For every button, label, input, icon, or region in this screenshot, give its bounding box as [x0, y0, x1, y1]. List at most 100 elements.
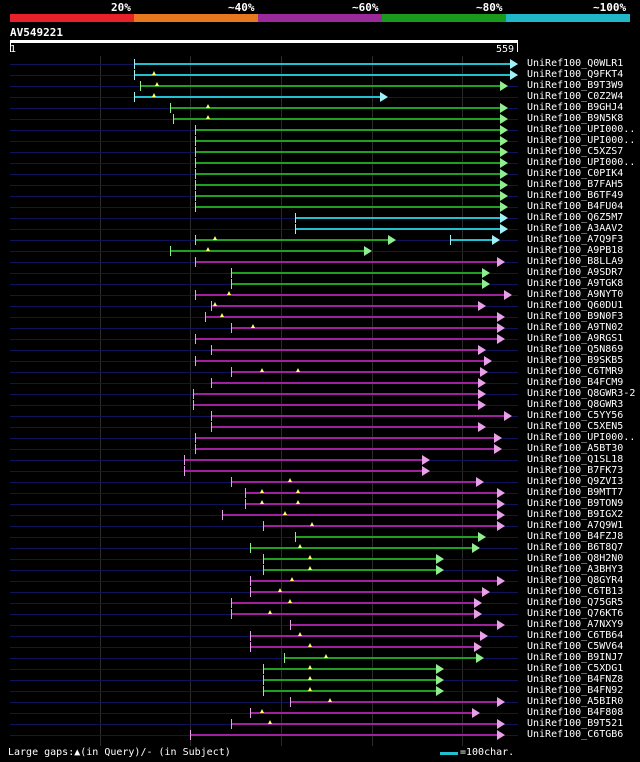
hit-label[interactable]: UniRef100_B4FZJ8 [527, 531, 624, 542]
hit-label[interactable]: UniRef100_B9N5K8 [527, 113, 624, 124]
hit-row[interactable]: UniRef100_A9NYT0 [0, 289, 640, 301]
hit-row[interactable]: UniRef100_C5WV64 [0, 641, 640, 653]
hit-label[interactable]: UniRef100_A3BHY3 [527, 564, 624, 575]
hit-label[interactable]: UniRef100_Q5N869 [527, 344, 624, 355]
hit-row[interactable]: UniRef100_A7Q9W1 [0, 520, 640, 532]
hit-row[interactable]: UniRef100_A9RGS1 [0, 333, 640, 345]
hit-label[interactable]: UniRef100_B9INJ7 [527, 652, 624, 663]
hit-label[interactable]: UniRef100_B7FAH5 [527, 179, 624, 190]
hit-label[interactable]: UniRef100_B4FN92 [527, 685, 624, 696]
hit-row[interactable]: UniRef100_C6TB13 [0, 586, 640, 598]
hit-row[interactable]: UniRef100_A9TN02 [0, 322, 640, 334]
hit-label[interactable]: UniRef100_B4FU04 [527, 201, 624, 212]
hit-label[interactable]: UniRef100_B9MTT7 [527, 487, 624, 498]
hit-label[interactable]: UniRef100_Q8H2N0 [527, 553, 624, 564]
hit-row[interactable]: UniRef100_B8LLA9 [0, 256, 640, 268]
hit-label[interactable]: UniRef100_B6T8Q7 [527, 542, 624, 553]
hit-label[interactable]: UniRef100_B4FNZ8 [527, 674, 624, 685]
hit-row[interactable]: UniRef100_B6T8Q7 [0, 542, 640, 554]
hit-row[interactable]: UniRef100_A3BHY3 [0, 564, 640, 576]
hit-label[interactable]: UniRef100_Q9ZVI3 [527, 476, 624, 487]
hit-label[interactable]: UniRef100_A9TGK8 [527, 278, 624, 289]
hit-label[interactable]: UniRef100_Q75GR5 [527, 597, 624, 608]
hit-row[interactable]: UniRef100_C0Z2W4 [0, 91, 640, 103]
hit-label[interactable]: UniRef100_C5XZS7 [527, 146, 624, 157]
hit-label[interactable]: UniRef100_B9SKB5 [527, 355, 624, 366]
hit-row[interactable]: UniRef100_C6TMR9 [0, 366, 640, 378]
hit-label[interactable]: UniRef100_B9N0F3 [527, 311, 624, 322]
hit-row[interactable]: UniRef100_A5BIR0 [0, 696, 640, 708]
hit-label[interactable]: UniRef100_A9PB18 [527, 245, 624, 256]
hit-row[interactable]: UniRef100_B4FZJ8 [0, 531, 640, 543]
hit-row[interactable]: UniRef100_Q8GYR4 [0, 575, 640, 587]
hit-label[interactable]: UniRef100_A5BIR0 [527, 696, 624, 707]
hit-row[interactable]: UniRef100_B4FU04 [0, 201, 640, 213]
hit-label[interactable]: UniRef100_B9IGX2 [527, 509, 624, 520]
hit-row[interactable]: UniRef100_B9T3W9 [0, 80, 640, 92]
hit-label[interactable]: UniRef100_C0PIK4 [527, 168, 624, 179]
hit-row[interactable]: UniRef100_Q60DU1 [0, 300, 640, 312]
hit-row[interactable]: UniRef100_B9SKB5 [0, 355, 640, 367]
hit-label[interactable]: UniRef100_B9TON9 [527, 498, 624, 509]
hit-label[interactable]: UniRef100_C0Z2W4 [527, 91, 624, 102]
hit-row[interactable]: UniRef100_Q9ZVI3 [0, 476, 640, 488]
hit-label[interactable]: UniRef100_C6TB13 [527, 586, 624, 597]
hit-row[interactable]: UniRef100_B9N5K8 [0, 113, 640, 125]
hit-row[interactable]: UniRef100_B7FK73 [0, 465, 640, 477]
hit-row[interactable]: UniRef100_B9IGX2 [0, 509, 640, 521]
hit-label[interactable]: UniRef100_C5XEN5 [527, 421, 624, 432]
hit-row[interactable]: UniRef100_B9N0F3 [0, 311, 640, 323]
hit-label[interactable]: UniRef100_C5YY56 [527, 410, 624, 421]
hit-row[interactable]: UniRef100_A7Q9F3 [0, 234, 640, 246]
hit-label[interactable]: UniRef100_A7Q9W1 [527, 520, 624, 531]
hit-label[interactable]: UniRef100_UPI000.. [527, 432, 636, 443]
hit-row[interactable]: UniRef100_Q0WLR1 [0, 58, 640, 70]
hit-row[interactable]: UniRef100_UPI000.. [0, 135, 640, 147]
hit-row[interactable]: UniRef100_UPI000.. [0, 124, 640, 136]
hit-row[interactable]: UniRef100_C5XDG1 [0, 663, 640, 675]
hit-row[interactable]: UniRef100_Q8GWR3 [0, 399, 640, 411]
hit-label[interactable]: UniRef100_Q9FKT4 [527, 69, 624, 80]
hit-row[interactable]: UniRef100_B4FN92 [0, 685, 640, 697]
hit-row[interactable]: UniRef100_B7FAH5 [0, 179, 640, 191]
hit-row[interactable]: UniRef100_C6TB64 [0, 630, 640, 642]
hit-label[interactable]: UniRef100_B7FK73 [527, 465, 624, 476]
hit-row[interactable]: UniRef100_B9TON9 [0, 498, 640, 510]
hit-label[interactable]: UniRef100_Q1SL18 [527, 454, 624, 465]
hit-label[interactable]: UniRef100_Q0WLR1 [527, 58, 624, 69]
hit-label[interactable]: UniRef100_A9RGS1 [527, 333, 624, 344]
hit-row[interactable]: UniRef100_C6TGB6 [0, 729, 640, 741]
hit-row[interactable]: UniRef100_B4FNZ8 [0, 674, 640, 686]
hit-label[interactable]: UniRef100_B4FCM9 [527, 377, 624, 388]
hit-row[interactable]: UniRef100_Q8GWR3-2 [0, 388, 640, 400]
hit-row[interactable]: UniRef100_Q75GR5 [0, 597, 640, 609]
hit-row[interactable]: UniRef100_B9T521 [0, 718, 640, 730]
hit-label[interactable]: UniRef100_A7Q9F3 [527, 234, 624, 245]
hit-row[interactable]: UniRef100_Q5N869 [0, 344, 640, 356]
hit-row[interactable]: UniRef100_Q9FKT4 [0, 69, 640, 81]
hit-label[interactable]: UniRef100_A9NYT0 [527, 289, 624, 300]
hit-row[interactable]: UniRef100_C0PIK4 [0, 168, 640, 180]
hit-row[interactable]: UniRef100_C5XZS7 [0, 146, 640, 158]
hit-label[interactable]: UniRef100_Q8GYR4 [527, 575, 624, 586]
hit-row[interactable]: UniRef100_C5XEN5 [0, 421, 640, 433]
hit-label[interactable]: UniRef100_Q60DU1 [527, 300, 624, 311]
hit-label[interactable]: UniRef100_B6TF49 [527, 190, 624, 201]
hit-row[interactable]: UniRef100_UPI000.. [0, 157, 640, 169]
hit-label[interactable]: UniRef100_UPI000.. [527, 124, 636, 135]
hit-row[interactable]: UniRef100_A5BT30 [0, 443, 640, 455]
hit-label[interactable]: UniRef100_B9T521 [527, 718, 624, 729]
hit-row[interactable]: UniRef100_UPI000.. [0, 432, 640, 444]
hit-row[interactable]: UniRef100_B9GHJ4 [0, 102, 640, 114]
hit-label[interactable]: UniRef100_B9T3W9 [527, 80, 624, 91]
hit-label[interactable]: UniRef100_C6TB64 [527, 630, 624, 641]
hit-label[interactable]: UniRef100_Q8GWR3 [527, 399, 624, 410]
hit-label[interactable]: UniRef100_Q6Z5M7 [527, 212, 624, 223]
hit-row[interactable]: UniRef100_B9INJ7 [0, 652, 640, 664]
hit-label[interactable]: UniRef100_Q76KT6 [527, 608, 624, 619]
hit-label[interactable]: UniRef100_B4F808 [527, 707, 624, 718]
hit-row[interactable]: UniRef100_Q76KT6 [0, 608, 640, 620]
hit-row[interactable]: UniRef100_B4F808 [0, 707, 640, 719]
hit-label[interactable]: UniRef100_A9TN02 [527, 322, 624, 333]
hit-row[interactable]: UniRef100_Q1SL18 [0, 454, 640, 466]
